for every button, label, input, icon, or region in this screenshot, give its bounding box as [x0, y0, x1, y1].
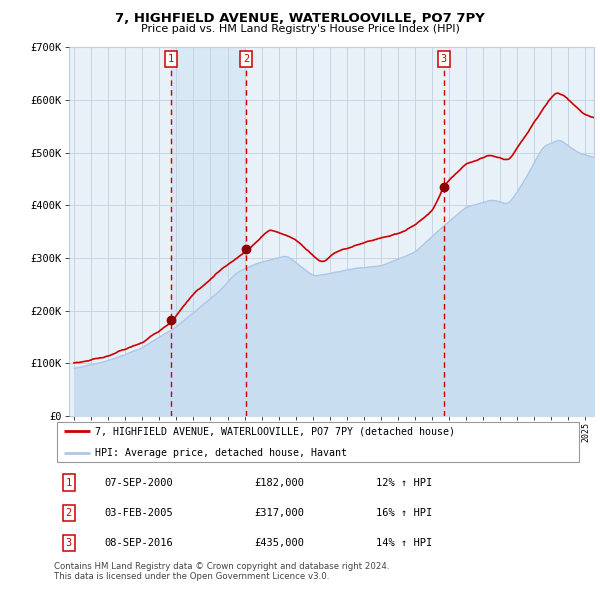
Text: 12% ↑ HPI: 12% ↑ HPI — [376, 477, 433, 487]
Text: 3: 3 — [441, 54, 447, 64]
Text: 07-SEP-2000: 07-SEP-2000 — [104, 477, 173, 487]
Text: HPI: Average price, detached house, Havant: HPI: Average price, detached house, Hava… — [95, 448, 347, 457]
Text: 1: 1 — [168, 54, 174, 64]
Text: 2: 2 — [243, 54, 249, 64]
Text: £182,000: £182,000 — [254, 477, 305, 487]
Text: Contains HM Land Registry data © Crown copyright and database right 2024.: Contains HM Land Registry data © Crown c… — [54, 562, 389, 571]
Bar — [171, 47, 246, 416]
Text: 08-SEP-2016: 08-SEP-2016 — [104, 538, 173, 548]
Text: 3: 3 — [65, 538, 72, 548]
Text: 2: 2 — [65, 508, 72, 518]
Text: 7, HIGHFIELD AVENUE, WATERLOOVILLE, PO7 7PY (detached house): 7, HIGHFIELD AVENUE, WATERLOOVILLE, PO7 … — [95, 427, 455, 436]
Text: 03-FEB-2005: 03-FEB-2005 — [104, 508, 173, 518]
Text: £317,000: £317,000 — [254, 508, 305, 518]
Text: 1: 1 — [65, 477, 72, 487]
FancyBboxPatch shape — [56, 422, 580, 462]
Text: £435,000: £435,000 — [254, 538, 305, 548]
Text: 7, HIGHFIELD AVENUE, WATERLOOVILLE, PO7 7PY: 7, HIGHFIELD AVENUE, WATERLOOVILLE, PO7 … — [115, 12, 485, 25]
Text: 14% ↑ HPI: 14% ↑ HPI — [376, 538, 433, 548]
Text: This data is licensed under the Open Government Licence v3.0.: This data is licensed under the Open Gov… — [54, 572, 329, 581]
Text: 16% ↑ HPI: 16% ↑ HPI — [376, 508, 433, 518]
Text: Price paid vs. HM Land Registry's House Price Index (HPI): Price paid vs. HM Land Registry's House … — [140, 24, 460, 34]
